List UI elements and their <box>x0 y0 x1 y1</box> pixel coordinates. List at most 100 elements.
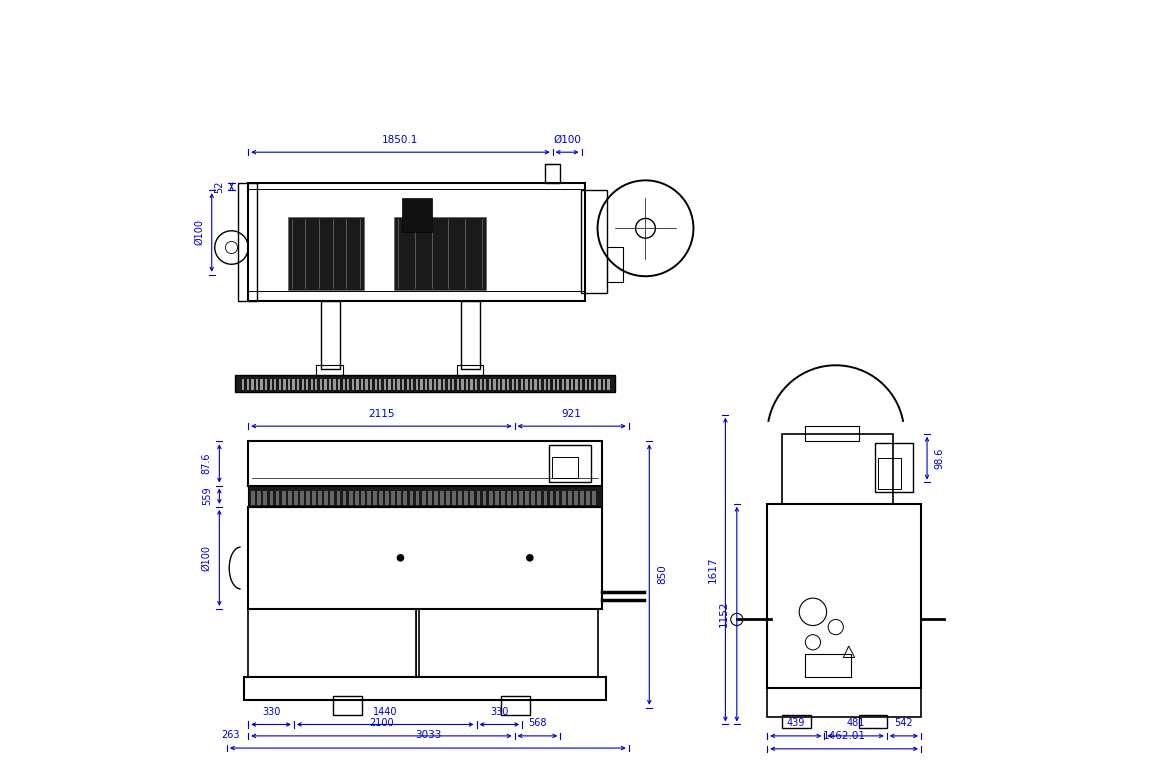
Bar <box>429 379 432 390</box>
Bar <box>248 183 585 301</box>
Bar <box>553 379 555 390</box>
Bar <box>544 491 547 505</box>
Bar <box>447 491 450 505</box>
Bar <box>425 379 427 390</box>
Bar <box>257 491 261 505</box>
Bar <box>300 491 304 505</box>
Bar <box>805 654 850 677</box>
Bar <box>457 365 484 377</box>
Bar <box>580 190 607 293</box>
Bar <box>607 379 609 390</box>
Bar <box>315 379 317 390</box>
Bar <box>562 379 564 390</box>
Bar <box>287 217 364 290</box>
Bar <box>602 379 605 390</box>
Bar <box>462 301 480 369</box>
Bar <box>310 379 313 390</box>
Bar <box>520 379 523 390</box>
Bar <box>380 379 382 390</box>
Bar <box>421 491 426 505</box>
Text: 439: 439 <box>787 718 805 728</box>
Text: 263: 263 <box>222 731 240 740</box>
Bar <box>439 379 441 390</box>
Bar <box>580 379 583 390</box>
Bar <box>338 379 340 390</box>
Bar <box>511 379 514 390</box>
Bar <box>544 379 546 390</box>
Bar <box>538 491 541 505</box>
Bar <box>370 379 373 390</box>
Text: 87.6: 87.6 <box>202 453 211 474</box>
Bar <box>292 379 294 390</box>
Bar <box>380 491 383 505</box>
Bar <box>411 379 413 390</box>
Bar <box>495 491 499 505</box>
Bar <box>525 491 529 505</box>
Bar <box>306 379 308 390</box>
Text: 330: 330 <box>490 707 509 717</box>
Bar <box>270 379 272 390</box>
Bar <box>265 379 268 390</box>
Text: 1462.01: 1462.01 <box>823 731 866 741</box>
Bar <box>443 379 445 390</box>
Bar <box>501 696 530 715</box>
Bar <box>282 491 285 505</box>
Bar <box>287 379 290 390</box>
Bar <box>489 491 493 505</box>
Circle shape <box>397 554 404 562</box>
Bar <box>410 491 413 505</box>
Bar <box>419 609 598 677</box>
Bar <box>552 457 578 478</box>
Bar <box>366 379 368 390</box>
Bar <box>239 183 257 301</box>
Text: 568: 568 <box>529 718 547 728</box>
Bar <box>514 491 517 505</box>
Bar <box>402 379 404 390</box>
Text: 921: 921 <box>562 409 582 419</box>
Bar <box>343 379 345 390</box>
Bar <box>859 715 887 728</box>
Bar <box>502 379 504 390</box>
Text: 1440: 1440 <box>373 707 397 717</box>
Bar <box>557 379 560 390</box>
Bar <box>415 379 418 390</box>
Bar <box>420 379 422 390</box>
Bar <box>568 491 571 505</box>
Bar <box>501 491 504 505</box>
Bar <box>519 491 523 505</box>
Bar <box>347 379 350 390</box>
Bar <box>471 379 473 390</box>
Bar <box>316 365 343 377</box>
Bar <box>782 434 893 504</box>
Bar <box>574 491 578 505</box>
Text: 1850.1: 1850.1 <box>382 135 419 145</box>
Bar <box>352 379 354 390</box>
Bar <box>337 491 340 505</box>
Bar <box>252 379 254 390</box>
Bar <box>349 491 352 505</box>
Bar <box>256 379 258 390</box>
Bar <box>294 491 298 505</box>
Bar <box>457 379 459 390</box>
Bar <box>278 379 280 390</box>
Bar <box>319 491 322 505</box>
Bar <box>767 504 921 688</box>
Bar <box>534 379 537 390</box>
Bar <box>385 491 389 505</box>
Bar <box>497 379 500 390</box>
Bar <box>428 491 432 505</box>
Bar <box>576 379 578 390</box>
Bar <box>373 491 377 505</box>
Bar <box>261 379 263 390</box>
Bar <box>248 507 602 609</box>
Text: Ø100: Ø100 <box>194 219 204 246</box>
Text: 481: 481 <box>846 718 864 728</box>
Bar <box>252 491 255 505</box>
Bar <box>485 379 487 390</box>
Bar <box>234 375 615 392</box>
Bar <box>567 379 569 390</box>
Bar <box>247 379 249 390</box>
Text: 52: 52 <box>213 180 224 193</box>
Text: Ø100: Ø100 <box>553 135 582 145</box>
Bar <box>549 445 591 482</box>
